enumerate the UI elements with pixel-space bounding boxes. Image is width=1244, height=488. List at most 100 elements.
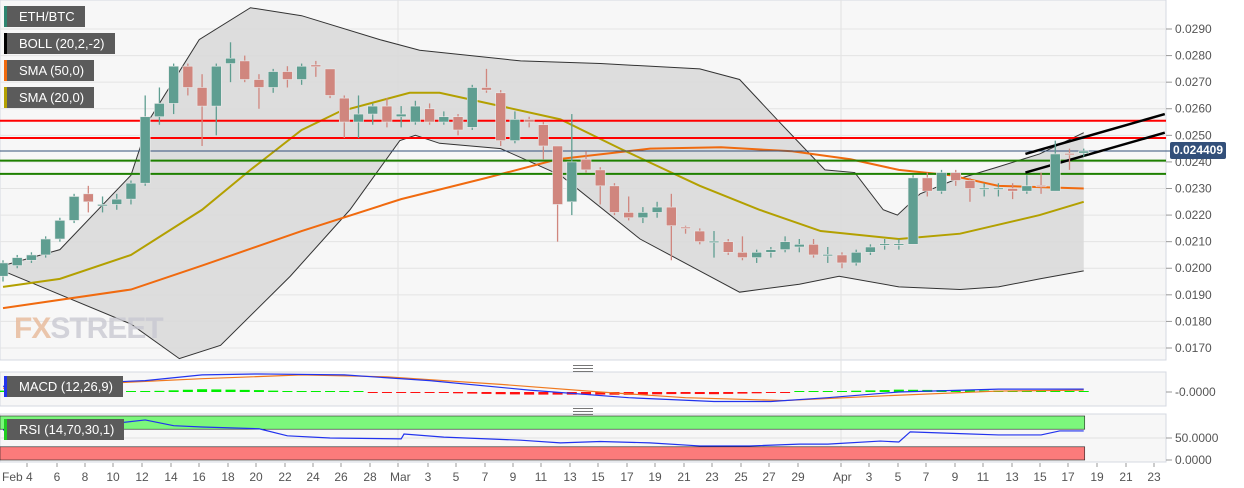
- date-axis-label: 24: [306, 470, 320, 484]
- candle: [154, 87, 165, 125]
- candle-body: [381, 105, 393, 123]
- macd-histogram-bar: [581, 392, 592, 395]
- candle-body: [609, 185, 620, 213]
- macd-histogram-bar: [325, 391, 336, 392]
- candle: [367, 103, 379, 125]
- candle-body: [865, 246, 876, 253]
- candle: [139, 95, 151, 186]
- candle-body: [111, 198, 123, 205]
- candle: [1021, 175, 1033, 194]
- macd-histogram-bar: [467, 392, 478, 394]
- candle-body: [410, 105, 421, 123]
- candle: [936, 169, 947, 194]
- date-axis-label: 17: [620, 470, 634, 484]
- candle: [168, 63, 179, 115]
- candle-body: [708, 240, 720, 243]
- macd-histogram-bar: [694, 392, 705, 395]
- macd-histogram-bar: [1064, 391, 1075, 392]
- macd-histogram-bar: [381, 392, 392, 393]
- candle-body: [196, 87, 208, 107]
- candle-body: [367, 105, 379, 115]
- candle-body: [765, 249, 777, 253]
- candle-body: [822, 254, 834, 257]
- date-axis-label: 23: [705, 470, 719, 484]
- panel-resize-handle-macd[interactable]: [573, 365, 593, 372]
- candle-body: [1021, 185, 1033, 192]
- macd-histogram-bar: [765, 392, 776, 393]
- rsi-oversold-zone: [0, 446, 1086, 461]
- candle: [523, 116, 535, 128]
- rsi-axis-label: 0.0000: [1175, 453, 1212, 467]
- candle-body: [907, 177, 919, 245]
- candle: [921, 172, 933, 197]
- candle-body: [580, 158, 592, 171]
- candle: [879, 239, 890, 250]
- date-axis-label: 13: [563, 470, 577, 484]
- legend-sma-50[interactable]: SMA (50,0): [4, 60, 95, 81]
- macd-histogram-bar: [680, 392, 691, 394]
- candle: [1049, 140, 1061, 192]
- candle: [54, 217, 66, 242]
- macd-histogram-bar: [666, 392, 677, 395]
- candle-body: [694, 230, 706, 242]
- price-axis-label: 0.0250: [1175, 128, 1212, 142]
- macd-histogram-bar: [453, 392, 464, 394]
- candle: [225, 42, 236, 83]
- candle-body: [466, 87, 478, 128]
- candle-body: [509, 119, 521, 141]
- candle-body: [296, 65, 307, 80]
- price-axis-label: 0.0210: [1175, 235, 1212, 249]
- candle-body: [310, 64, 322, 68]
- price-axis-label: 0.0170: [1175, 341, 1212, 355]
- macd-histogram-bar: [794, 391, 805, 392]
- candle-body: [637, 212, 649, 219]
- candle-body: [26, 254, 37, 261]
- candle-body: [936, 172, 947, 192]
- candle-body: [737, 251, 748, 258]
- legend-bollinger[interactable]: BOLL (20,2,-2): [4, 33, 115, 54]
- date-axis-label: 15: [591, 470, 605, 484]
- legend-macd[interactable]: MACD (12,26,9): [4, 376, 123, 397]
- candle: [282, 66, 293, 88]
- macd-histogram-bar: [239, 389, 250, 392]
- date-axis-label: Feb 4: [2, 470, 33, 484]
- date-axis-label: 3: [425, 470, 432, 484]
- candle-body: [0, 262, 9, 277]
- candle: [836, 252, 848, 269]
- legend-eth-btc[interactable]: ETH/BTC: [4, 6, 85, 27]
- legend-sma-20[interactable]: SMA (20,0): [4, 87, 95, 108]
- candle: [850, 249, 862, 266]
- date-axis-label: Mar: [390, 470, 411, 484]
- candle-body: [808, 244, 819, 256]
- date-axis-label: 17: [1061, 470, 1075, 484]
- macd-histogram-bar: [1078, 391, 1089, 392]
- candle-body: [1035, 185, 1047, 188]
- legend-rsi[interactable]: RSI (14,70,30,1): [4, 419, 125, 440]
- macd-axis-label: -0.0000: [1175, 385, 1216, 399]
- candle: [125, 180, 137, 205]
- date-axis-label: 3: [866, 470, 873, 484]
- candle-body: [267, 71, 279, 88]
- price-axis-label: 0.0180: [1175, 314, 1212, 328]
- macd-histogram-bar: [652, 392, 663, 395]
- price-axis-label: 0.0220: [1175, 208, 1212, 222]
- candle: [253, 74, 265, 109]
- candle-body: [495, 92, 507, 141]
- candle: [11, 254, 23, 269]
- candle: [552, 145, 563, 242]
- date-axis-label: 10: [106, 470, 120, 484]
- trend-line: [1025, 112, 1166, 156]
- macd-histogram-bar: [1050, 391, 1061, 392]
- candle: [808, 239, 819, 258]
- macd-histogram-bar: [1021, 390, 1032, 392]
- macd-histogram-bar: [893, 389, 904, 392]
- candle-body: [395, 113, 407, 118]
- date-axis-label: 15: [1033, 470, 1047, 484]
- panel-resize-handle-rsi[interactable]: [573, 408, 593, 415]
- candle-body: [54, 220, 66, 240]
- candle: [353, 95, 364, 138]
- macd-histogram-bar: [225, 389, 236, 392]
- candle-body: [11, 257, 23, 266]
- candle-body: [950, 172, 962, 181]
